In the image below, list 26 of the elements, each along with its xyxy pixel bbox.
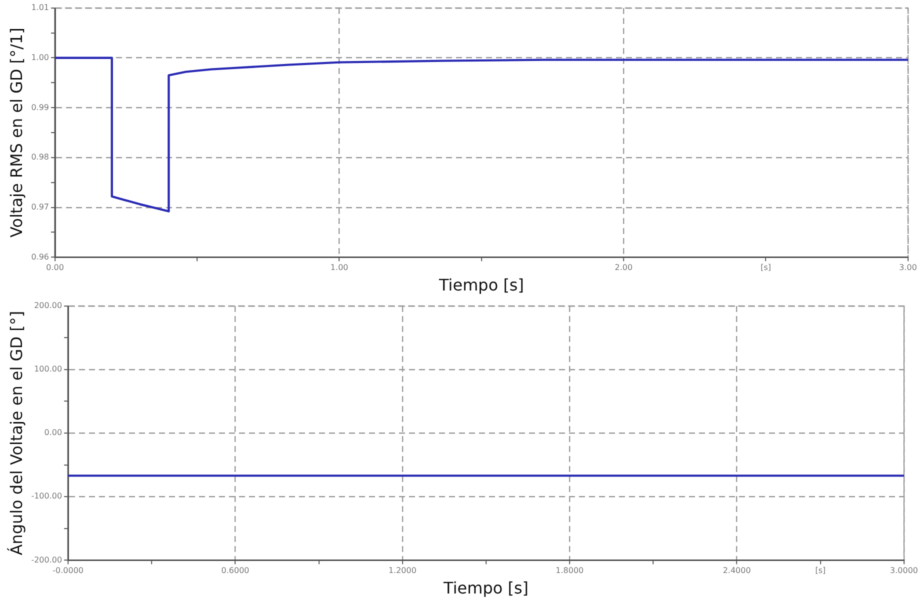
y-tick-label: 1.00 — [31, 52, 50, 62]
x-tick-label: 0.6000 — [221, 566, 250, 576]
x-tick-label: 1.8000 — [556, 566, 584, 576]
x-tick-label: 3.00 — [899, 263, 917, 272]
y-tick-label: 200.00 — [34, 301, 62, 310]
x-tick-label: 3.0000 — [890, 566, 918, 576]
y-tick-label: 0.00 — [44, 428, 62, 438]
y-axis-title: Ángulo del Voltaje en el GD [°] — [6, 310, 26, 556]
y-tick-label: 1.01 — [31, 3, 50, 12]
y-tick-label: -200.00 — [31, 555, 62, 564]
x-axis-title: Tiempo [s] — [438, 276, 524, 295]
y-tick-label: 0.96 — [31, 252, 50, 262]
y-tick-label: 0.99 — [31, 102, 50, 112]
x-tick-label: -0.0000 — [52, 566, 84, 576]
x-tick-label: [s] — [760, 263, 772, 272]
x-tick-label: 2.00 — [614, 263, 633, 272]
y-tick-label: 0.97 — [31, 202, 50, 212]
y-tick-label: 0.98 — [31, 152, 50, 162]
y-axis-title: Voltaje RMS en el GD [°/1] — [6, 28, 26, 238]
y-tick-label: 100.00 — [34, 364, 62, 374]
x-tick-label: [s] — [815, 566, 826, 576]
x-tick-label: 2.4000 — [722, 566, 751, 576]
x-tick-label: 1.00 — [330, 263, 348, 272]
y-tick-label: -100.00 — [31, 492, 62, 501]
x-tick-label: 1.2000 — [388, 566, 416, 576]
x-axis-title: Tiempo [s] — [442, 578, 529, 598]
